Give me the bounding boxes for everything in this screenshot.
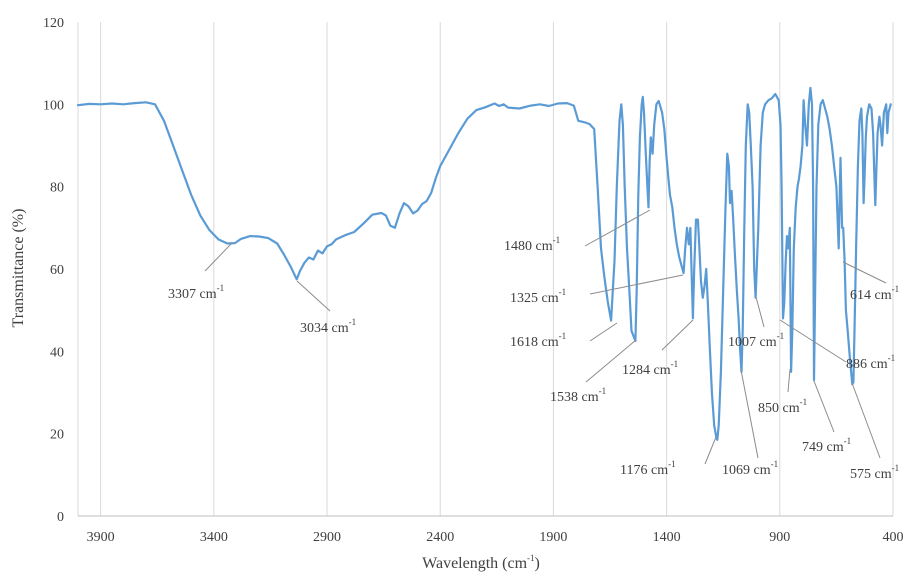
x-tick-label: 2400 [426,530,454,545]
leader-3034 [296,280,331,312]
x-tick-labels: 3900 3400 2900 2400 1900 1400 900 400 [87,530,904,545]
peak-label-1538: 1538 cm-1 [550,386,606,405]
leader-1284 [661,319,694,351]
leader-1007 [755,296,765,328]
x-axis-title-superscript: -1 [527,553,535,563]
peak-label-1284: 1284 cm-1 [622,359,678,378]
leader-749 [813,380,835,433]
leader-3307 [204,242,233,272]
leader-1538 [585,339,637,383]
y-tick-labels: 0 20 40 60 80 100 120 [43,16,64,525]
y-tick-label: 20 [50,428,64,443]
peak-label-575: 575 cm-1 [850,463,899,482]
leader-850 [787,368,791,393]
y-tick-label: 100 [43,98,64,113]
x-tick-label: 400 [883,530,904,545]
leader-1480 [584,209,651,247]
x-tick-label: 1900 [539,530,567,545]
peak-label-614: 614 cm-1 [850,284,899,303]
leader-886 [779,319,847,363]
annotation-labels: 3307 cm-1 3034 cm-1 1480 cm-1 1325 cm-1 1618… [168,235,899,482]
leader-1618 [589,322,618,342]
spectrum-line-0 [76,86,892,441]
x-tick-label: 3900 [87,530,115,545]
x-tick-label: 2900 [313,530,341,545]
peak-label-3307: 3307 cm-1 [168,283,224,302]
leader-1069 [740,369,759,459]
x-tick-label: 900 [769,530,790,545]
peak-label-850: 850 cm-1 [758,397,807,416]
peak-label-1176: 1176 cm-1 [620,459,676,478]
peak-label-1618: 1618 cm-1 [510,331,566,350]
peak-label-1325: 1325 cm-1 [510,287,566,306]
annotation-leaders [204,209,887,465]
peak-label-886: 886 cm-1 [846,353,895,372]
y-tick-label: 60 [50,263,64,278]
y-tick-label: 0 [57,510,64,525]
y-axis-title: Transmittance (%) [10,209,27,328]
leader-1325 [589,274,684,295]
x-axis-title: Wavelength (cm-1) [422,553,540,572]
peak-label-1480: 1480 cm-1 [504,235,560,254]
x-tick-label: 1400 [653,530,681,545]
leader-575 [851,382,881,459]
leader-614 [842,261,887,284]
x-tick-label: 3400 [200,530,228,545]
y-tick-label: 40 [50,345,64,360]
leader-1176 [704,436,717,465]
peak-label-1007: 1007 cm-1 [728,331,784,350]
peak-label-3034: 3034 cm-1 [300,317,356,336]
x-axis-title-main: Wavelength (cm [422,555,527,572]
peak-label-749: 749 cm-1 [802,436,851,455]
x-axis-title-end: ) [535,555,540,572]
series-layer [76,86,892,441]
y-tick-label: 120 [43,16,64,31]
grid-lines [77,22,894,516]
y-tick-label: 80 [50,181,64,196]
peak-label-1069: 1069 cm-1 [722,459,778,478]
